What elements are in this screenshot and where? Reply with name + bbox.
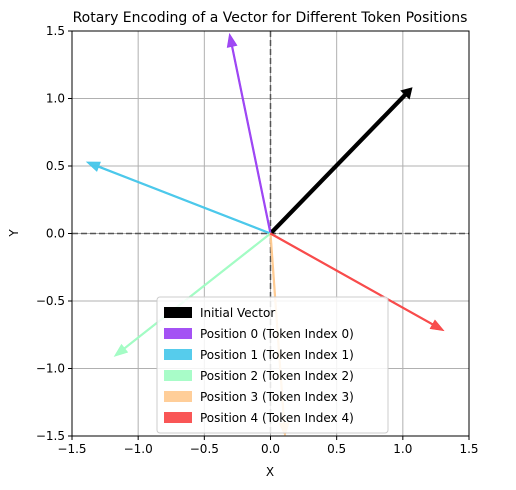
legend-swatch	[164, 307, 192, 318]
legend-swatch	[164, 391, 192, 402]
legend-label: Position 0 (Token Index 0)	[200, 327, 354, 341]
legend: Initial Vector Position 0 (Token Index 0)…	[156, 296, 389, 434]
vector-arrow	[85, 161, 272, 235]
y-tick-label: −1.0	[36, 362, 65, 376]
legend-swatch	[164, 349, 192, 360]
y-tick-label: 0.5	[46, 159, 65, 173]
x-tick-label: 1.5	[459, 442, 478, 456]
x-tick-label: −0.5	[190, 442, 219, 456]
y-tick-label: 1.5	[46, 24, 65, 38]
legend-label: Position 4 (Token Index 4)	[200, 411, 354, 425]
legend-label: Position 3 (Token Index 3)	[200, 390, 354, 404]
x-tick-label: −1.5	[57, 442, 86, 456]
y-tick-label: −0.5	[36, 294, 65, 308]
chart-title: Rotary Encoding of a Vector for Differen…	[73, 10, 468, 26]
legend-label: Initial Vector	[200, 306, 275, 320]
x-tick-label: 0.5	[327, 442, 346, 456]
y-axis-label: Y	[7, 229, 21, 238]
y-axis-ticks: −1.5 −1.0 −0.5 0.0 0.5 1.0 1.5	[36, 24, 72, 443]
legend-box	[156, 296, 389, 434]
vector-arrow	[226, 32, 272, 235]
legend-swatch	[164, 328, 192, 339]
x-axis-ticks: −1.5 −1.0 −0.5 0.0 0.5 1.0 1.5	[57, 436, 479, 456]
vector-arrow	[269, 232, 445, 332]
x-axis-label: X	[266, 465, 274, 479]
x-tick-label: −1.0	[124, 442, 153, 456]
vector-arrow	[113, 232, 272, 357]
legend-swatch	[164, 412, 192, 423]
legend-label: Position 2 (Token Index 2)	[200, 369, 354, 383]
vectors	[85, 32, 445, 436]
x-tick-label: 0.0	[261, 442, 280, 456]
y-tick-label: 0.0	[46, 227, 65, 241]
y-tick-label: 1.0	[46, 92, 65, 106]
legend-label: Position 1 (Token Index 1)	[200, 348, 354, 362]
y-tick-label: −1.5	[36, 429, 65, 443]
x-tick-label: 1.0	[393, 442, 412, 456]
legend-swatch	[164, 370, 192, 381]
vector-arrow	[268, 87, 413, 236]
